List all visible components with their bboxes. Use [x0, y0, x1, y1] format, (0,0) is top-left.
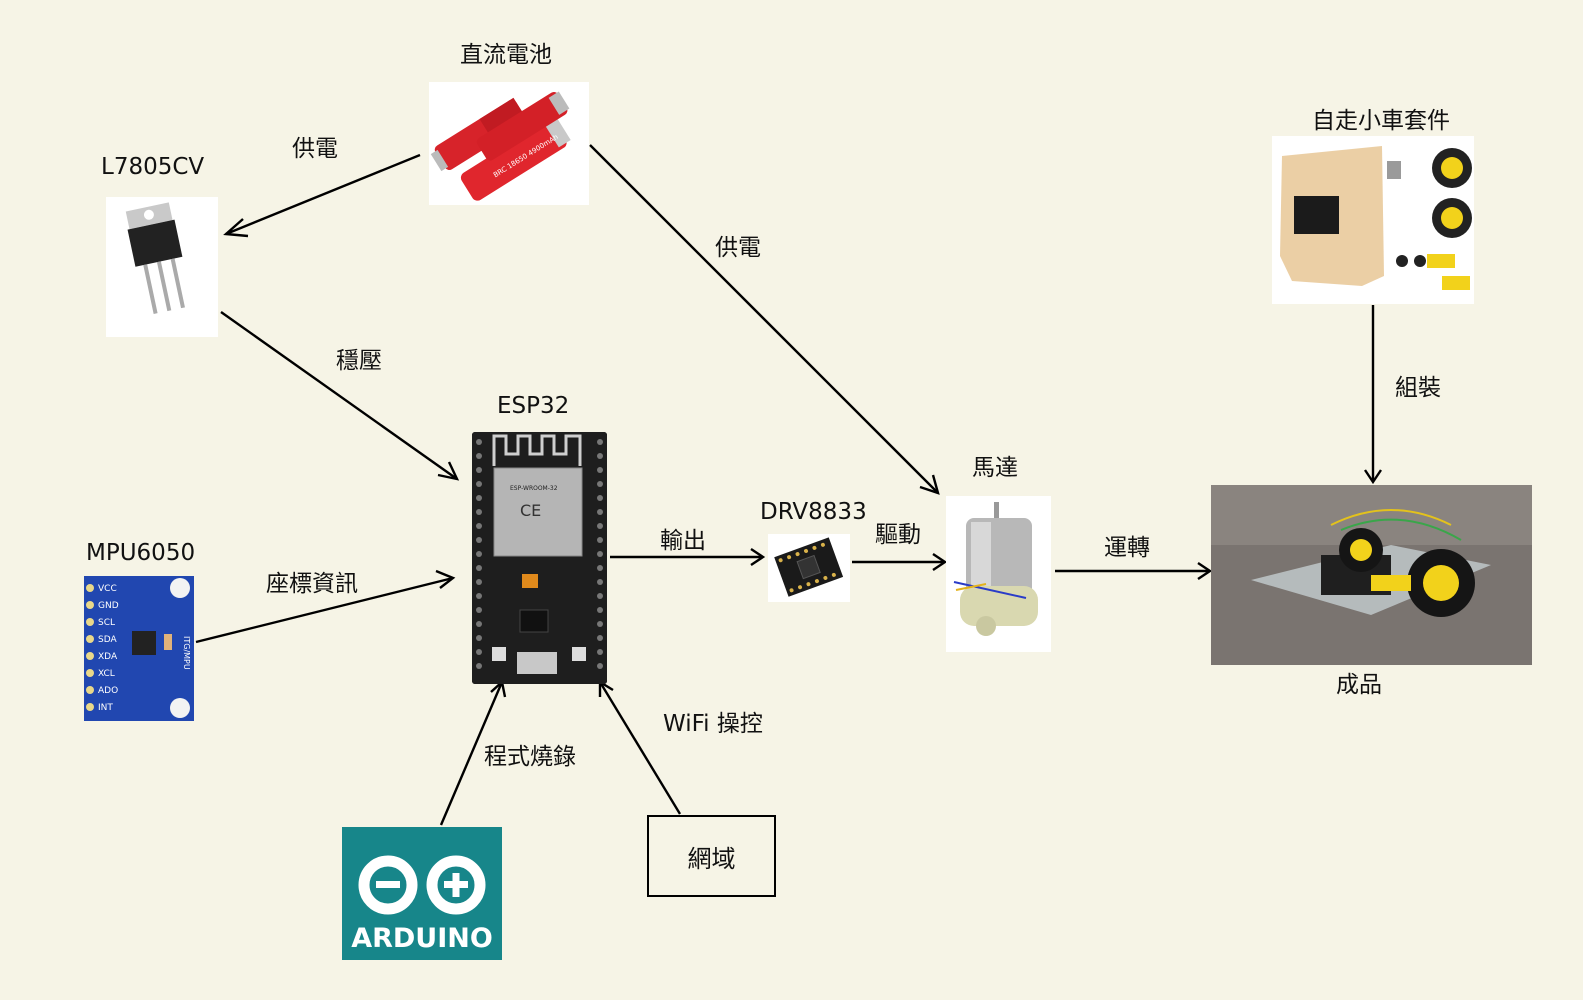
product-title: 成品 [1336, 672, 1382, 698]
battery-title: 直流電池 [460, 42, 552, 68]
mpu-pin-gnd: GND [98, 601, 119, 611]
mpu-pin-xcl: XCL [98, 669, 115, 679]
network-label: 網域 [687, 844, 736, 873]
motor-title: 馬達 [972, 455, 1018, 481]
edge-label-motor-product: 運轉 [1104, 535, 1150, 561]
esp32-module-print: ESP-WROOM-32 [510, 485, 558, 492]
mpu-pin-sda: SDA [98, 635, 117, 645]
drv8833-image [768, 534, 850, 602]
mpu-pin-scl: SCL [98, 618, 115, 628]
edge-label-regulator-esp32: 穩壓 [336, 348, 382, 374]
edge-label-battery-regulator: 供電 [292, 136, 338, 162]
mpu-pin-xda: XDA [98, 652, 118, 662]
motor-image [946, 496, 1051, 652]
mpu6050-image: VCC GND SCL SDA XDA XCL ADO INT ITG/MPU [84, 576, 194, 721]
mpu-pin-vcc: VCC [98, 584, 117, 594]
mpu-pin-ado: ADO [98, 686, 118, 696]
edge-label-driver-motor: 驅動 [875, 522, 921, 548]
arrow-regulator-to-esp32 [220, 311, 460, 481]
mpu-side-print: ITG/MPU [182, 636, 191, 670]
edge-label-esp32-driver: 輸出 [660, 528, 706, 554]
svg-text:CE: CE [520, 501, 541, 520]
arduino-logo: ARDUINO [342, 827, 502, 960]
battery-image: BRC 18650 4900mAh [429, 82, 589, 205]
arrow-kit-to-product [1364, 305, 1382, 485]
arrow-battery-to-regulator [223, 153, 421, 238]
esp32-image: ESP-WROOM-32 CE [472, 432, 607, 684]
arrow-mpu-to-esp32 [195, 569, 456, 644]
car-kit-image [1272, 136, 1474, 304]
arrow-battery-to-motor [589, 144, 940, 495]
driver-title: DRV8833 [760, 499, 867, 525]
finished-car-image [1211, 485, 1532, 665]
arrow-driver-to-motor [852, 553, 948, 571]
edge-label-network-esp32: WiFi 操控 [663, 711, 763, 737]
edge-label-mpu-esp32: 座標資訊 [266, 571, 358, 597]
kit-title: 自走小車套件 [1312, 108, 1450, 134]
esp32-title: ESP32 [497, 393, 570, 419]
arrow-network-to-esp32 [598, 679, 682, 815]
regulator-image [106, 197, 218, 337]
arduino-wordmark: ARDUINO [351, 923, 493, 954]
arrow-esp32-to-driver [610, 548, 766, 566]
regulator-title: L7805CV [101, 154, 205, 180]
edge-label-kit-product: 組裝 [1395, 375, 1441, 401]
network-box: 網域 [647, 815, 776, 897]
edge-label-arduino-esp32: 程式燒錄 [484, 744, 576, 770]
mpu-title: MPU6050 [86, 540, 196, 566]
arrow-motor-to-product [1055, 562, 1213, 580]
mpu-pin-int: INT [98, 703, 113, 713]
edge-label-battery-motor: 供電 [715, 235, 761, 261]
